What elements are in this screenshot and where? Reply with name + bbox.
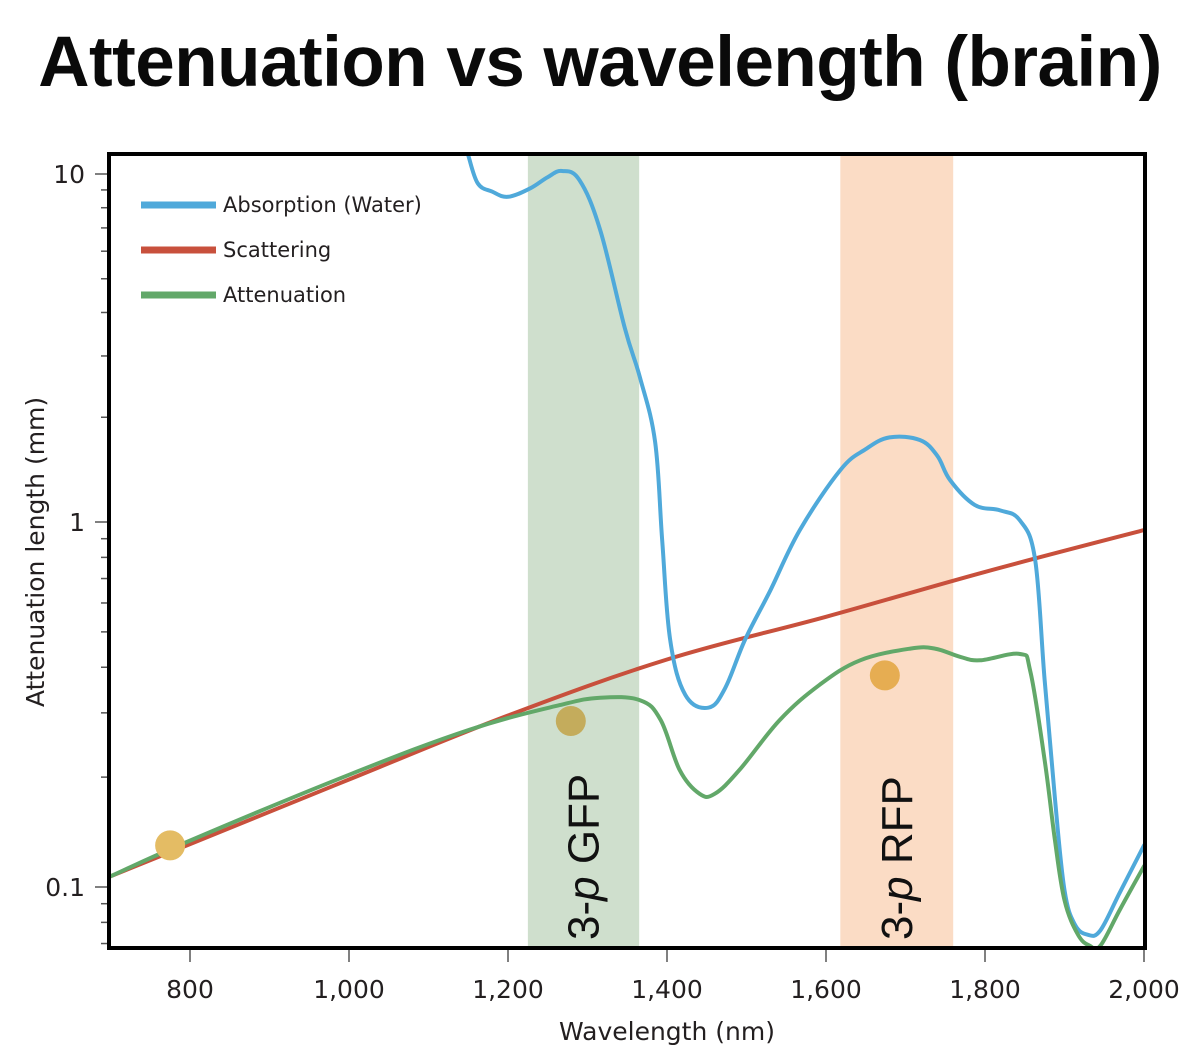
marker-point <box>869 660 900 691</box>
band-label-rfp: 3-p RFP <box>873 776 922 940</box>
legend-label: Absorption (Water) <box>223 193 422 217</box>
band-rfp <box>840 156 954 947</box>
series-line-attenuation <box>110 645 1144 947</box>
y-tick-label: 1 <box>69 508 85 537</box>
band-gfp <box>527 156 640 947</box>
y-axis-title: Attenuation length (mm) <box>21 397 50 707</box>
x-axis-title: Wavelength (nm) <box>559 1017 775 1046</box>
band-label-gfp: 3-p GFP <box>560 774 609 940</box>
x-tick-label: 1,000 <box>313 975 385 1004</box>
axis-layer: 800 1,000 1,200 1,400 1,600 1,800 2,000 0.1 1 10 <box>45 160 1180 1004</box>
markers-layer <box>155 660 900 861</box>
series-line-scattering <box>110 528 1144 879</box>
legend-label: Attenuation <box>223 283 346 307</box>
lines-layer <box>110 156 1144 947</box>
x-tick-label: 1,200 <box>472 975 544 1004</box>
series-line-absorption-water <box>466 156 1144 938</box>
x-tick-label: 2,000 <box>1108 975 1180 1004</box>
x-tick-label: 1,600 <box>790 975 862 1004</box>
y-tick-label: 0.1 <box>45 873 85 902</box>
legend: Absorption (Water) Scattering Attenuation <box>141 193 422 307</box>
x-tick-label: 800 <box>166 975 214 1004</box>
band-labels-layer: 3-p GFP 3-p RFP <box>560 774 922 940</box>
bands-layer <box>527 156 954 947</box>
marker-point <box>555 705 586 736</box>
x-tick-label: 1,800 <box>949 975 1021 1004</box>
marker-point <box>155 830 186 861</box>
chart-title: Attenuation vs wavelength (brain) <box>38 23 1162 102</box>
legend-label: Scattering <box>223 238 331 262</box>
y-tick-label: 10 <box>53 160 85 189</box>
x-tick-label: 1,400 <box>631 975 703 1004</box>
plot-frame <box>107 152 1147 950</box>
